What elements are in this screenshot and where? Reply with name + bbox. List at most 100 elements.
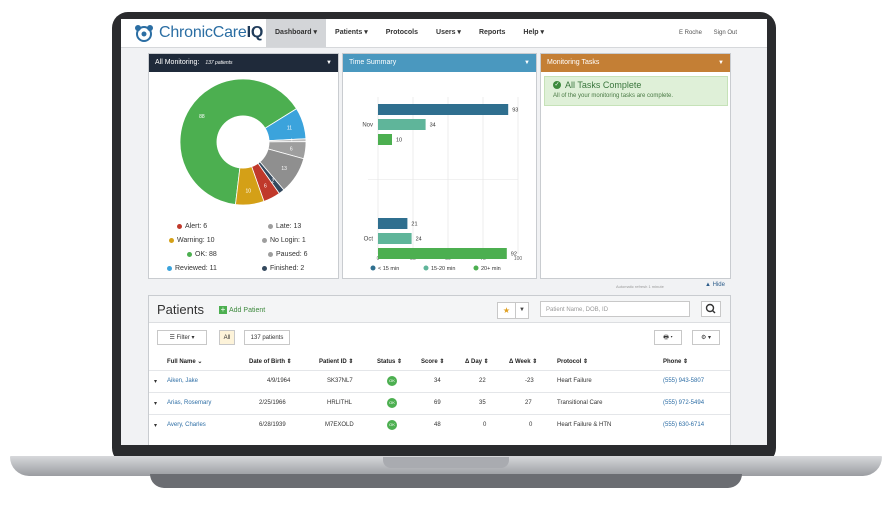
patient-week-delta: 27: [525, 400, 532, 406]
chevron-down-icon[interactable]: ▼: [326, 60, 332, 66]
expand-icon[interactable]: ▾: [154, 423, 158, 429]
legend-dot-icon: [473, 265, 479, 271]
patient-phone-link[interactable]: (555) 972-5494: [663, 400, 705, 406]
no-login-dot-icon: [262, 237, 267, 243]
expand-icon[interactable]: ▾: [154, 379, 158, 385]
status-ok-icon[interactable]: OK: [387, 420, 397, 430]
patient-phone-link[interactable]: (555) 943-5807: [663, 378, 705, 384]
legend-item: Finished: 2: [262, 265, 304, 272]
filter-all-chip[interactable]: All: [219, 330, 235, 345]
col-protocol[interactable]: Protocol ⇕: [557, 359, 589, 365]
patient-search-input[interactable]: Patient Name, DOB, ID: [540, 301, 690, 317]
patient-week-delta: 0: [529, 422, 533, 428]
tasks-status: All Tasks Complete: [565, 80, 642, 90]
finished-dot-icon: [262, 265, 267, 271]
col-day[interactable]: Δ Day ⇕: [465, 359, 489, 365]
patient-count-chip[interactable]: 137 patients: [244, 330, 290, 345]
chevron-down-icon[interactable]: ▼: [524, 60, 530, 66]
star-icon[interactable]: ★: [497, 302, 516, 319]
nav-users[interactable]: Users ▾: [436, 29, 461, 36]
legend-dot-icon: [423, 265, 429, 271]
hide-link[interactable]: ▲ Hide: [705, 282, 725, 288]
patient-name-link[interactable]: Aiken, Jake: [167, 378, 199, 384]
col-phone[interactable]: Phone ⇕: [663, 359, 689, 365]
pie-slice-label: 13: [281, 166, 287, 172]
plus-icon: +: [219, 305, 227, 314]
patient-protocol: Heart Failure & HTN: [557, 422, 612, 428]
status-ok-icon[interactable]: OK: [387, 398, 397, 408]
sign-out-link[interactable]: Sign Out: [713, 30, 737, 36]
y-category-label: Oct: [364, 237, 374, 243]
donut-hole: [216, 115, 270, 169]
patient-week-delta: -23: [525, 378, 534, 384]
search-icon: [705, 303, 716, 314]
legend-dot-icon: [370, 265, 376, 271]
col-status[interactable]: Status ⇕: [377, 359, 403, 365]
bar-nov-1[interactable]: [378, 119, 426, 130]
bar-oct-1[interactable]: [378, 233, 412, 244]
chevron-down-icon[interactable]: ▼: [718, 60, 724, 66]
bar-value-label: 10: [396, 138, 402, 144]
bar-value-label: 24: [416, 237, 422, 243]
nav-dashboard[interactable]: Dashboard ▾: [266, 19, 327, 47]
nav-protocols[interactable]: Protocols: [385, 29, 419, 36]
time-summary-header[interactable]: Time Summary ▼: [343, 54, 536, 72]
patients-panel: Patients + Add Patient ★ ▼ Patient Name, …: [148, 295, 731, 445]
patient-day-delta: 35: [479, 400, 486, 406]
print-button[interactable]: 🖶 ▾: [654, 330, 682, 345]
col-dob[interactable]: Date of Birth ⇕: [249, 359, 292, 365]
nav-help[interactable]: Help ▾: [523, 29, 545, 36]
laptop-notch: [383, 457, 509, 468]
filter-row: ☰ Filter ▾ All 137 patients 🖶 ▾ ⚙ ▾: [149, 328, 730, 348]
logo[interactable]: ChronicCareIQ: [133, 22, 263, 44]
monitoring-panel-header[interactable]: All Monitoring: 137 patients ▼: [149, 54, 338, 72]
settings-button[interactable]: ⚙ ▾: [692, 330, 720, 345]
table-row[interactable]: ▾ Arias, Rosemary 2/25/1966 HRLITHL OK 6…: [149, 392, 730, 414]
patient-protocol: Transitional Care: [557, 400, 603, 406]
add-patient-button[interactable]: + Add Patient: [219, 305, 266, 314]
logo-icon: [135, 25, 153, 42]
bar-value-label: 93: [512, 108, 518, 114]
table-row[interactable]: ▾ Aiken, Jake 4/9/1964 SK37NL7 OK 34 22 …: [149, 370, 730, 392]
bar-oct-0[interactable]: [378, 218, 408, 229]
pie-slice-label: 88: [199, 114, 205, 120]
pie-slice-label: 2: [271, 179, 274, 185]
patient-name-link[interactable]: Avery, Charles: [167, 422, 206, 428]
legend-item: No Login: 1: [262, 237, 306, 244]
reviewed-dot-icon: [167, 265, 172, 271]
tasks-message: All of the your monitoring tasks are com…: [553, 93, 674, 99]
legend-item: Reviewed: 11: [167, 265, 217, 272]
patient-id: SK37NL7: [327, 378, 353, 384]
filter-button[interactable]: ☰ Filter ▾: [157, 330, 207, 345]
nav-reports[interactable]: Reports: [478, 29, 506, 36]
table-row[interactable]: ▾ Avery, Charles 6/28/1939 M7EXOLD OK 48…: [149, 414, 730, 436]
nav-menu: Dashboard ▾ Patients ▾ Protocols Users ▾…: [266, 19, 553, 47]
bar-oct-2[interactable]: [378, 248, 507, 259]
patient-name-link[interactable]: Arias, Rosemary: [167, 400, 212, 406]
bar-nov-2[interactable]: [378, 134, 392, 145]
monitoring-tasks-header[interactable]: Monitoring Tasks ▼: [541, 54, 730, 72]
user-name[interactable]: E Roche: [678, 30, 702, 36]
pie-slice-label: 6: [290, 146, 293, 152]
bar-value-label: 34: [430, 123, 436, 129]
x-tick-label: 100: [514, 256, 523, 262]
bar-nov-0[interactable]: [378, 104, 509, 115]
time-summary-bar-chart: 0255075100Nov933410Oct212492< 15 min15-2…: [362, 97, 523, 272]
chevron-down-icon[interactable]: ▼: [515, 302, 529, 319]
patient-phone-link[interactable]: (555) 630-6714: [663, 422, 705, 428]
patient-dob: 2/25/1966: [259, 400, 286, 406]
status-ok-icon[interactable]: OK: [387, 376, 397, 386]
expand-icon[interactable]: ▾: [154, 401, 158, 407]
col-score[interactable]: Score ⇕: [421, 359, 445, 365]
pie-slice-label: 10: [246, 188, 252, 194]
col-full-name[interactable]: Full Name ⌄: [167, 359, 203, 365]
paused-dot-icon: [268, 251, 273, 257]
search-button[interactable]: [701, 301, 721, 317]
monitoring-count: 137 patients: [205, 60, 233, 66]
nav-patients[interactable]: Patients ▾: [335, 29, 368, 36]
auto-refresh-note: Automatic refresh 1 minute: [616, 284, 664, 289]
col-week[interactable]: Δ Week ⇕: [509, 359, 538, 365]
col-patient-id[interactable]: Patient ID ⇕: [319, 359, 354, 365]
logo-text: ChronicCareIQ: [159, 24, 264, 41]
legend-label: 20+ min: [481, 266, 501, 272]
